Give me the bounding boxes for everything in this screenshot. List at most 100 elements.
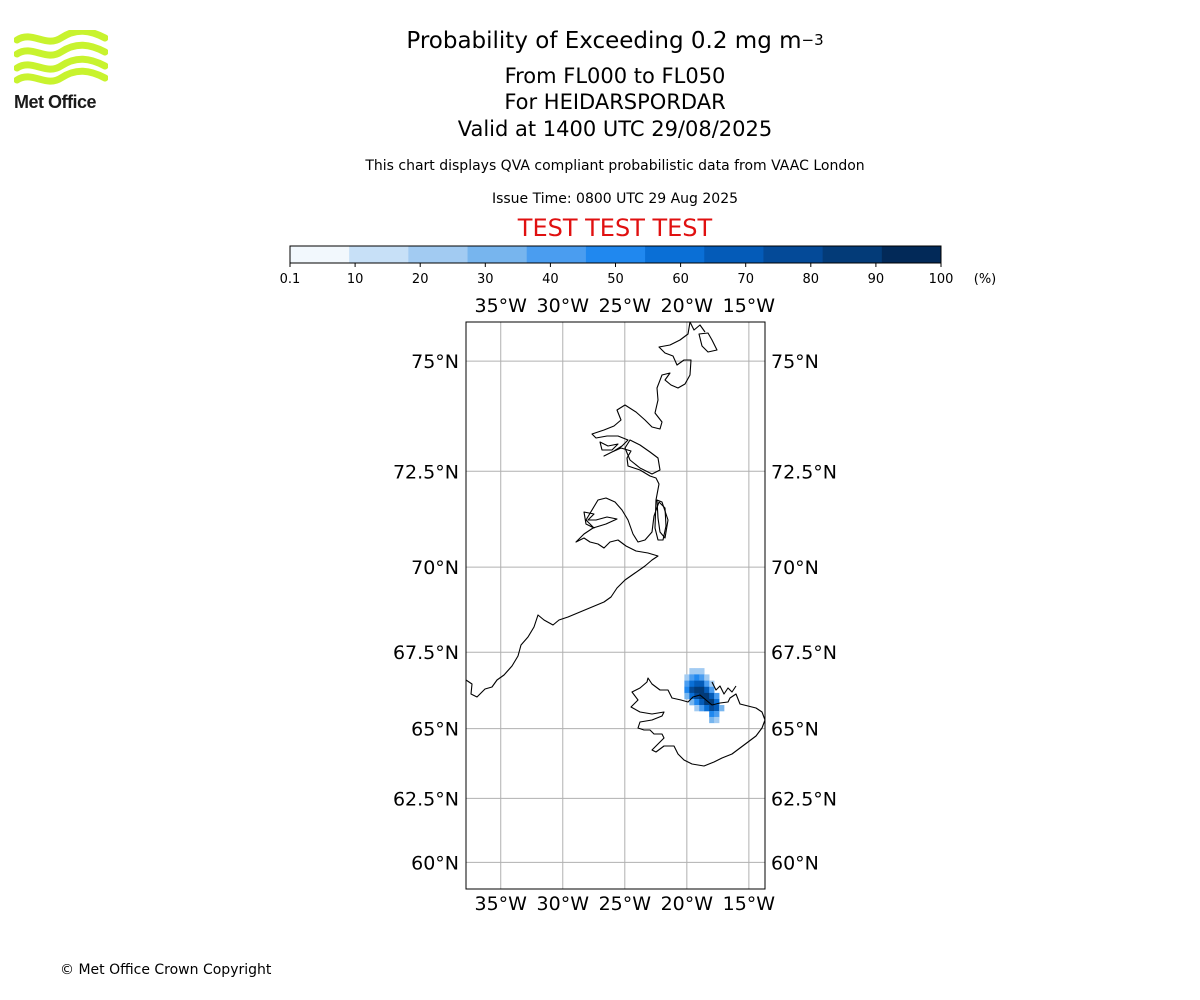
colorbar-tick-label: 40 (542, 272, 559, 287)
latitude-label: 60°N (411, 852, 459, 874)
ash-probability-field (684, 668, 725, 724)
latitude-label: 67.5°N (393, 642, 459, 664)
colorbar-unit: (%) (974, 272, 997, 287)
valid-time: Valid at 1400 UTC 29/08/2025 (457, 117, 773, 141)
plume-cell (694, 674, 700, 681)
latitude-label: 65°N (771, 719, 819, 741)
plume-cell (689, 692, 695, 700)
longitude-label: 15°W (723, 893, 776, 915)
colorbar-segment (645, 246, 705, 263)
plume-cell (699, 698, 705, 706)
plume-cell (704, 680, 710, 688)
colorbar-segment (881, 246, 942, 263)
plume-cell (694, 705, 700, 712)
iceland-north-fjords (711, 681, 737, 695)
latitude-label: 62.5°N (771, 788, 837, 810)
logo-wave (14, 30, 108, 45)
greenland-north-island (698, 332, 718, 353)
plume-cell (709, 686, 715, 694)
greenland-fjord (599, 441, 619, 451)
issue-time: Issue Time: 0800 UTC 29 Aug 2025 (491, 191, 739, 207)
plume-cell (704, 698, 710, 706)
plume-cell (684, 686, 690, 694)
plume-cell (709, 680, 715, 688)
colorbar-segment (526, 246, 587, 263)
latitude-label: 72.5°N (771, 461, 837, 483)
logo-wave (14, 41, 108, 59)
latitude-label: 70°N (771, 557, 819, 579)
logo-wave (14, 55, 108, 73)
volcano-name: For HEIDARSPORDAR (504, 90, 726, 114)
plume-cell (714, 705, 720, 712)
plume-cell (704, 686, 710, 694)
colorbar-segment (822, 246, 883, 263)
plume-cell (714, 698, 720, 706)
latitude-label: 60°N (771, 852, 819, 874)
map-border (465, 321, 766, 890)
latitude-label: 75°N (411, 351, 459, 373)
colorbar-tick-label: 50 (607, 272, 624, 287)
title-superscript: −3 (801, 31, 824, 49)
colorbar-segment (704, 246, 764, 263)
latitude-label: 70°N (411, 557, 459, 579)
copyright-notice: © Met Office Crown Copyright (60, 962, 272, 978)
colorbar-segment (585, 246, 646, 263)
latitude-label: 75°N (771, 351, 819, 373)
test-banner: TEST TEST TEST (517, 214, 713, 242)
plume-cell (714, 692, 720, 700)
plume-cell (704, 674, 710, 681)
colorbar-tick-label: 100 (929, 272, 954, 287)
plume-cell (689, 680, 695, 688)
qva-note: This chart displays QVA compliant probab… (365, 158, 865, 174)
plume-cell (689, 686, 695, 694)
colorbar-segment (467, 246, 528, 263)
plume-cell (699, 705, 705, 712)
plume-cell (689, 674, 695, 681)
graticule (466, 322, 765, 889)
longitude-label: 20°W (661, 893, 714, 915)
plume-cell (714, 716, 720, 724)
longitude-label: 30°W (537, 893, 590, 915)
plume-cell (684, 680, 690, 688)
plume-cell (709, 716, 715, 724)
plume-cell (694, 686, 700, 694)
plume-cell (714, 711, 720, 718)
colorbar-tick-label: 0.1 (280, 272, 301, 287)
greenland-coast (465, 321, 692, 698)
longitude-label: 20°W (661, 295, 714, 317)
chart-title: Probability of Exceeding 0.2 mg m−3 (406, 28, 824, 54)
colorbar-segment (408, 246, 469, 263)
colorbar-segment (763, 246, 824, 263)
plume-cell (719, 705, 725, 712)
colorbar-tick-label: 20 (412, 272, 429, 287)
map-frame (465, 321, 766, 890)
longitude-label: 15°W (723, 295, 776, 317)
plume-cell (694, 668, 700, 675)
longitude-label: 25°W (599, 295, 652, 317)
plume-cell (709, 705, 715, 712)
greenland-island (656, 499, 669, 539)
latitude-label: 65°N (411, 719, 459, 741)
plume-cell (699, 668, 705, 675)
colorbar-tick-label: 80 (803, 272, 820, 287)
plume-cell (689, 668, 695, 675)
longitude-label: 25°W (599, 893, 652, 915)
plume-cell (694, 698, 700, 706)
coastline (465, 321, 766, 767)
plume-cell (689, 698, 695, 706)
plume-cell (699, 686, 705, 694)
flight-level-range: From FL000 to FL050 (504, 64, 726, 88)
colorbar-tick-label: 30 (477, 272, 494, 287)
plume-cell (699, 674, 705, 681)
latitude-label: 62.5°N (393, 788, 459, 810)
logo-wave (14, 67, 108, 85)
plume-cell (704, 692, 710, 700)
greenland-northeast (689, 321, 706, 333)
colorbar-segment (349, 246, 409, 263)
logo-text: Met Office (14, 92, 97, 112)
colorbar-tick-label: 60 (672, 272, 689, 287)
colorbar-tick-label: 90 (868, 272, 885, 287)
colorbar-segment (290, 246, 350, 263)
colorbar-tick-label: 70 (737, 272, 754, 287)
plume-cell (704, 705, 710, 712)
